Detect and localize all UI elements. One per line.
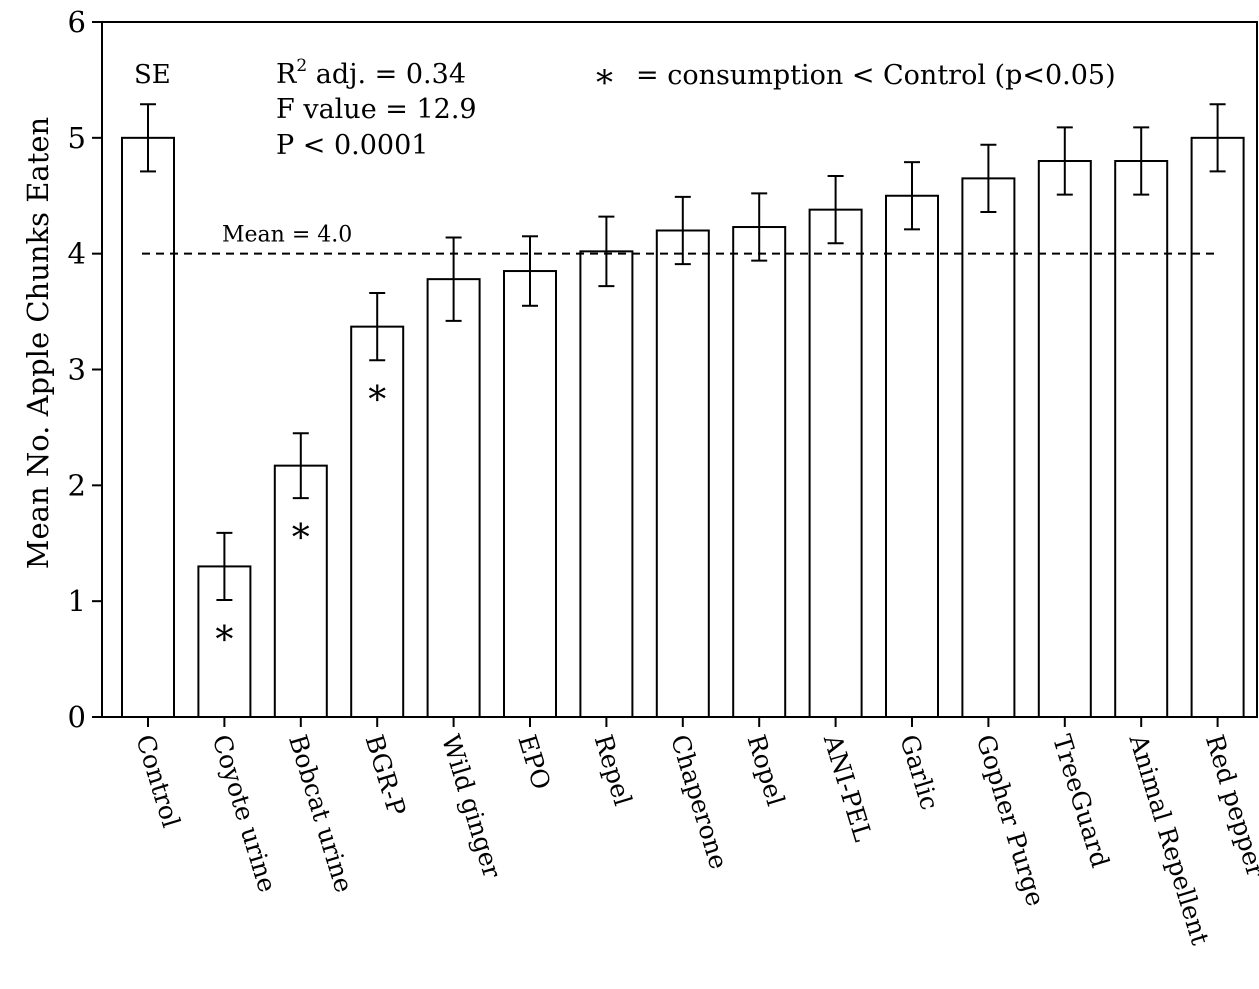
bar <box>503 270 557 718</box>
bar <box>579 250 634 718</box>
legend-star: * <box>596 63 613 103</box>
significance-marker-layer: * * * <box>215 380 386 661</box>
x-tick-label: BGR-P <box>359 731 411 819</box>
y-tick-label: 5 <box>68 121 86 155</box>
bar <box>1114 160 1169 718</box>
x-tick-label: EPO <box>512 731 556 793</box>
bar <box>273 464 328 718</box>
y-tick-layer: 0 1 2 3 4 5 6 <box>68 5 102 734</box>
bar <box>732 226 787 718</box>
y-tick-label: 6 <box>68 5 86 39</box>
bar <box>808 208 863 718</box>
bar <box>1190 136 1245 719</box>
x-tick-label: Gopher Purge <box>971 731 1051 909</box>
x-tick-label: ANI-PEL <box>818 730 878 845</box>
x-tick-label: Animal Repellent <box>1123 730 1215 948</box>
x-tick-label: Coyote urine <box>207 731 282 895</box>
r2-annotation: R2 adj. = 0.34 <box>276 56 466 90</box>
plot-frame <box>101 21 1258 718</box>
y-tick-label: 3 <box>68 353 86 387</box>
f-value-annotation: F value = 12.9 <box>276 94 477 125</box>
y-tick-label: 1 <box>68 584 86 618</box>
x-tick-label: Garlic <box>894 731 944 813</box>
x-tick-label: TreeGuard <box>1047 731 1115 871</box>
se-label: SE <box>134 60 171 90</box>
y-tick-label: 4 <box>68 237 86 271</box>
y-tick-label: 2 <box>68 468 86 502</box>
error-bar-layer <box>140 103 1226 602</box>
significance-star: * <box>215 620 233 661</box>
x-tick-label-layer: Control Coyote urine Bobcat urine BGR-P Wild… <box>130 717 1259 948</box>
significance-star: * <box>368 380 386 421</box>
legend-text: = consumption < Control (p<0.05) <box>636 60 1116 91</box>
x-tick-label: Bobcat urine <box>283 731 358 896</box>
p-value-annotation: P < 0.0001 <box>276 130 428 161</box>
y-axis-label: Mean No. Apple Chunks Eaten <box>21 117 55 569</box>
bar <box>350 325 405 718</box>
mean-line-label: Mean = 4.0 <box>222 223 352 248</box>
bar <box>655 229 710 718</box>
bar <box>426 278 481 718</box>
x-tick-label: Control <box>130 731 186 831</box>
x-tick-label: Red pepper <box>1200 731 1259 880</box>
significance-star: * <box>292 518 310 559</box>
bar <box>121 136 175 719</box>
x-tick-label: Chaperone <box>665 731 733 872</box>
x-tick-label: Repel <box>589 731 638 809</box>
y-tick-label: 0 <box>68 700 86 734</box>
x-tick-label: Ropel <box>741 731 790 809</box>
bar <box>1037 160 1092 718</box>
bar <box>885 194 939 718</box>
x-tick-label: Wild ginger <box>436 731 507 881</box>
bar <box>961 177 1016 718</box>
